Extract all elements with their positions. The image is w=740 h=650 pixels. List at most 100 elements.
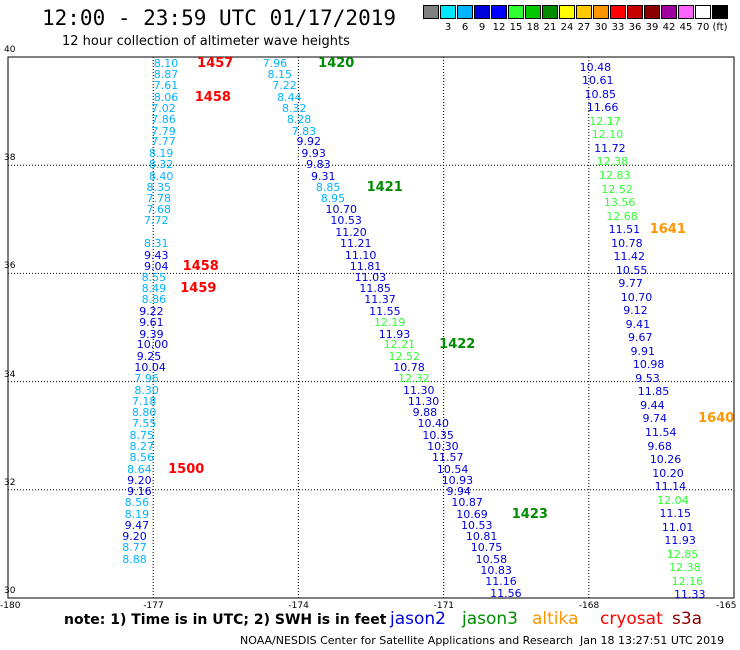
color-swatch xyxy=(525,5,541,19)
wave-height-value: 10.04 xyxy=(134,361,166,375)
color-swatch xyxy=(610,5,626,19)
wave-height-value: 12.85 xyxy=(666,547,699,561)
color-swatch xyxy=(508,5,524,19)
wave-height-value: 7.55 xyxy=(131,417,157,431)
wave-height-value: 11.15 xyxy=(659,507,692,521)
wave-height-value: 10.87 xyxy=(451,496,483,510)
y-tick-label: 38 xyxy=(4,153,16,164)
wave-height-value: 11.10 xyxy=(344,248,377,262)
wave-height-value: 11.85 xyxy=(637,385,670,399)
plot-frame xyxy=(7,56,735,599)
color-swatch-label: (ft) xyxy=(712,22,728,33)
pass-time-label: 1459 xyxy=(180,281,217,297)
wave-height-value: 11.20 xyxy=(335,225,367,239)
wave-height-value: 12.38 xyxy=(669,561,701,575)
color-swatch xyxy=(644,5,660,19)
wave-height-value: 11.56 xyxy=(490,586,522,600)
color-swatch xyxy=(457,5,473,19)
color-swatch-label: 9 xyxy=(478,22,486,33)
wave-height-value: 8.56 xyxy=(124,496,150,510)
wave-height-value: 12.52 xyxy=(388,349,420,363)
color-swatch-label: 12 xyxy=(492,22,506,33)
wave-height-value: 12.21 xyxy=(383,338,416,352)
wave-height-value: 8.80 xyxy=(131,405,157,419)
wave-height-value: 7.61 xyxy=(153,79,179,93)
x-tick-label: -168 xyxy=(578,601,600,611)
wave-height-value: 9.94 xyxy=(446,484,472,498)
wave-height-value: 8.64 xyxy=(127,462,152,476)
wave-height-value: 11.42 xyxy=(613,250,646,264)
wave-height-value: 8.40 xyxy=(148,169,174,183)
wave-height-value: 9.04 xyxy=(144,259,169,273)
wave-height-value: 9.39 xyxy=(139,327,164,341)
wave-height-value: 7.72 xyxy=(144,214,169,228)
pass-time-label: 1458 xyxy=(182,258,219,274)
wave-height-value: 8.19 xyxy=(148,146,174,160)
wave-height-value: 8.32 xyxy=(281,101,307,115)
wave-height-value: 8.95 xyxy=(320,192,346,206)
wave-height-value: 9.41 xyxy=(625,317,651,331)
wave-height-value: 9.74 xyxy=(642,412,668,426)
wave-height-value: 9.77 xyxy=(618,277,643,291)
wave-height-value: 9.53 xyxy=(635,371,660,385)
wave-height-value: 11.30 xyxy=(407,395,440,409)
legend-entry: jason3 xyxy=(462,609,518,629)
wave-height-value: 12.16 xyxy=(671,574,704,588)
color-swatch-label: 30 xyxy=(594,22,608,33)
wave-height-value: 8.19 xyxy=(124,507,150,521)
wave-height-value: 9.20 xyxy=(127,473,152,487)
color-swatch xyxy=(576,5,592,19)
wave-height-value: 10.40 xyxy=(417,417,450,431)
x-tick-label: -171 xyxy=(433,601,455,611)
pass-time-label: 1420 xyxy=(318,56,355,72)
wave-height-value: 7.77 xyxy=(151,135,176,149)
wave-height-value: 10.35 xyxy=(422,428,454,442)
wave-height-value: 10.53 xyxy=(330,214,362,228)
wave-height-value: 11.57 xyxy=(432,451,464,465)
wave-height-value: 9.20 xyxy=(122,530,147,544)
wave-height-value: 8.10 xyxy=(153,57,179,71)
wave-height-value: 7.78 xyxy=(146,192,171,206)
color-swatch xyxy=(627,5,643,19)
wave-height-value: 9.92 xyxy=(296,135,322,149)
wave-height-value: 8.44 xyxy=(277,90,302,104)
color-swatch xyxy=(474,5,490,19)
color-swatch xyxy=(440,5,456,19)
color-swatch xyxy=(678,5,694,19)
wave-height-value: 11.54 xyxy=(644,425,677,439)
wave-height-value: 9.68 xyxy=(647,439,672,453)
wave-height-value: 11.33 xyxy=(674,588,706,602)
color-swatch-label: 15 xyxy=(509,22,523,33)
wave-height-value: 11.01 xyxy=(661,520,694,534)
wave-height-value: 12.17 xyxy=(589,114,621,128)
color-swatch-label: 45 xyxy=(679,22,693,33)
wave-height-value: 8.49 xyxy=(141,282,167,296)
color-swatch-label: 27 xyxy=(577,22,591,33)
pass-time-label: 1640 xyxy=(698,411,735,427)
wave-height-value: 10.00 xyxy=(136,338,169,352)
color-swatch xyxy=(423,5,439,19)
color-swatch xyxy=(559,5,575,19)
wave-height-value: 10.85 xyxy=(584,87,616,101)
wave-height-value: 11.81 xyxy=(349,259,382,273)
wave-height-value: 7.79 xyxy=(151,124,176,138)
pass-time-label: 1423 xyxy=(511,506,548,522)
wave-height-value: 8.77 xyxy=(122,541,147,555)
wave-height-value: 10.78 xyxy=(393,361,425,375)
wave-height-value: 7.96 xyxy=(262,57,288,71)
wave-height-value: 9.67 xyxy=(628,331,653,345)
color-swatch xyxy=(593,5,609,19)
wave-height-value: 10.70 xyxy=(620,290,653,304)
color-swatch-label: 36 xyxy=(628,22,642,33)
color-swatch-label: 21 xyxy=(543,22,557,33)
wave-height-value: 12.52 xyxy=(601,182,633,196)
color-swatch-label: 24 xyxy=(560,22,574,33)
wave-height-value: 9.83 xyxy=(306,158,331,172)
wave-height-value: 8.30 xyxy=(134,383,159,397)
pass-time-label: 1641 xyxy=(649,222,686,238)
wave-height-value: 8.56 xyxy=(129,451,155,465)
legend-entry: s3a xyxy=(672,609,703,629)
wave-height-value: 10.48 xyxy=(579,60,612,74)
wave-height-value: 9.16 xyxy=(127,484,152,498)
wave-height-value: 10.61 xyxy=(582,74,614,88)
